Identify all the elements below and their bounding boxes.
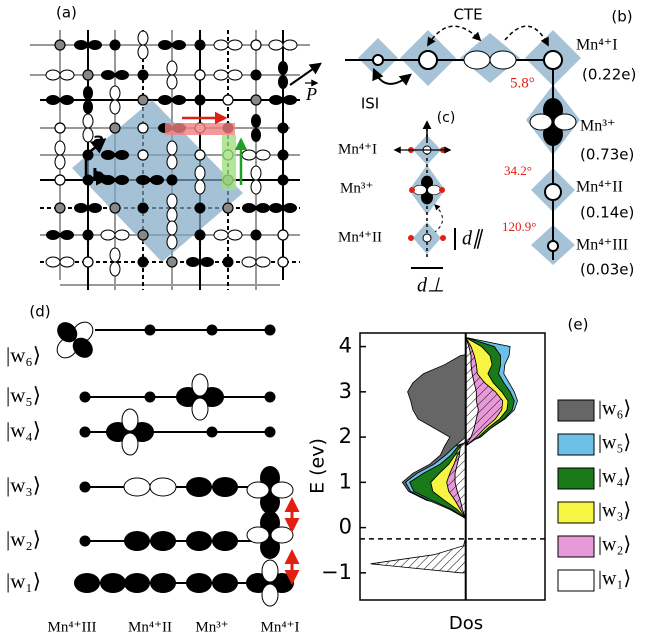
site-label: Mn⁴⁺II: [576, 179, 623, 196]
y-tick-label: 3: [339, 379, 352, 403]
state-label: |w₆⟩: [6, 343, 41, 367]
dos-hatch: [446, 337, 503, 573]
state-label: |w₅⟩: [6, 383, 41, 407]
legend-label: |w₂⟩: [598, 534, 631, 556]
label: ISI: [361, 95, 379, 113]
panel-d: (d) |w₆⟩ |w₅⟩ |w₄⟩ |w₃⟩ |w₂⟩ |w₁⟩ Mn⁴⁺II…: [6, 303, 300, 635]
state-label: |w₃⟩: [6, 473, 41, 497]
legend-swatch: [557, 433, 595, 456]
panel-label: (a): [56, 4, 77, 22]
charge-label: (0.73e): [580, 146, 634, 164]
angle-label: 34.2°: [504, 163, 532, 178]
state-label: |w₂⟩: [6, 527, 41, 551]
charge-label: (0.14e): [580, 204, 634, 222]
site-label: Mn⁴⁺III: [48, 619, 97, 635]
y-axis-label: E (ev): [307, 438, 329, 494]
legend-swatch: [557, 569, 595, 592]
y-tick-label: 4: [339, 334, 352, 358]
site-label: Mn³⁺: [580, 118, 615, 135]
panel-c: (c) Mn⁴⁺I Mn³⁺ Mn⁴⁺II d∥ d⊥: [338, 110, 484, 297]
site-label: Mn⁴⁺II: [338, 229, 382, 245]
angle-label: 120.9°: [502, 219, 536, 234]
site: [418, 50, 438, 70]
y-tick-label: −1: [321, 560, 352, 584]
site-label: Mn³⁺: [195, 619, 228, 635]
site-label: Mn⁴⁺I: [261, 619, 300, 635]
charge-label: (0.22e): [582, 66, 636, 84]
site-label: Mn⁴⁺I: [576, 37, 618, 54]
legend-swatch: [557, 399, 595, 422]
dos-hatch: [370, 337, 479, 573]
orbitals: [45, 30, 298, 277]
plot-frame: [359, 332, 546, 601]
angle-label: 5.8°: [510, 75, 535, 91]
y-tick-label: 2: [339, 424, 352, 448]
legend-label: |w₃⟩: [598, 500, 631, 522]
dim-label: d⊥: [417, 275, 444, 297]
legend-swatch: [557, 501, 595, 524]
site: [544, 183, 562, 201]
arrow: [427, 25, 482, 47]
panel-label: (c): [437, 110, 456, 126]
arrow: [289, 62, 322, 86]
highlight: [165, 123, 235, 135]
panel-e: (e) E (ev) Dos −1 0 1 2 3 4 |w₁⟩ |w₂⟩ |w₃⟩ |w₄⟩ |w…: [307, 316, 632, 635]
state-label: |w₁⟩: [6, 569, 41, 593]
panel-a: (a) a b P: [30, 4, 322, 290]
arrow: [85, 138, 107, 156]
legend-swatch: [557, 467, 595, 490]
highlight: [222, 135, 236, 190]
arrow: [434, 204, 443, 233]
legend-swatch: [557, 535, 595, 558]
label: CTE: [453, 6, 482, 24]
orbital: [529, 97, 577, 147]
site-label: Mn³⁺: [340, 180, 373, 196]
dim-label: d∥: [462, 228, 484, 250]
site: [372, 54, 384, 66]
site-label: Mn⁴⁺III: [576, 237, 628, 254]
panel-label: (b): [611, 8, 632, 26]
arrow: [504, 25, 549, 47]
arrow: [372, 67, 412, 86]
y-tick-label: 0: [339, 515, 352, 539]
y-tick-label: 1: [339, 469, 352, 493]
charge-label: (0.03e): [580, 261, 634, 279]
panel-label: (e): [568, 316, 589, 334]
axis-label: b: [92, 166, 104, 186]
state-label: |w₄⟩: [6, 418, 41, 442]
x-axis-label: Dos: [449, 613, 483, 634]
orbitals: [43, 308, 295, 607]
legend-label: |w₄⟩: [598, 466, 631, 488]
site: [422, 233, 432, 243]
vector-label: P: [305, 84, 317, 104]
legend-label: |w₆⟩: [598, 398, 631, 420]
site: [543, 50, 563, 70]
legend-label: |w₁⟩: [598, 568, 631, 590]
site-label: Mn⁴⁺I: [338, 141, 377, 157]
panel-b: CTE (b) ISI Mn⁴⁺I (0.22e) Mn³⁺ (0.73e) M…: [345, 6, 636, 279]
legend-label: |w₅⟩: [598, 432, 631, 454]
site-label: Mn⁴⁺II: [128, 619, 172, 635]
levels: [85, 329, 270, 584]
panel-label: (d): [29, 303, 50, 321]
site: [547, 240, 559, 252]
axis-label: a: [93, 130, 104, 150]
